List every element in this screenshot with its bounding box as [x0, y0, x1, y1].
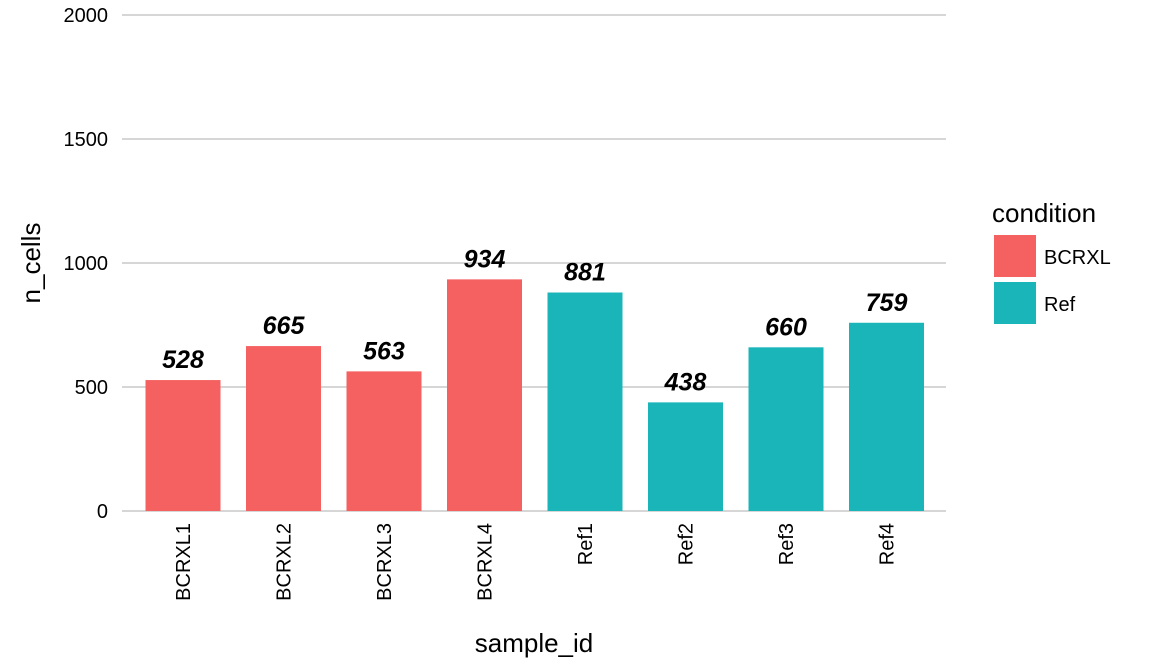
bar-bcrxl1	[145, 380, 221, 511]
bar-bcrxl2	[246, 346, 321, 511]
y-tick-label: 500	[75, 377, 108, 399]
y-tick-label: 0	[97, 501, 108, 523]
legend-title: condition	[992, 198, 1096, 228]
y-axis-title: n_cells	[16, 223, 46, 304]
bar-bcrxl4	[447, 279, 522, 511]
bars	[145, 279, 924, 511]
bar-value-label: 528	[162, 346, 204, 374]
bar-bcrxl3	[346, 371, 422, 511]
bar-ref2	[648, 402, 723, 511]
legend-swatch-bcrxl	[994, 235, 1036, 277]
legend: condition BCRXL Ref	[992, 198, 1111, 324]
legend-swatch-ref	[994, 282, 1036, 324]
bar-value-labels: 528 665 563 934 881 438 660 759	[162, 245, 907, 396]
bar-value-label: 438	[664, 368, 707, 396]
bar-value-label: 660	[765, 313, 807, 341]
y-tick-label: 2000	[64, 5, 109, 27]
legend-label: Ref	[1044, 294, 1076, 316]
y-tick-label: 1000	[64, 253, 109, 275]
legend-label: BCRXL	[1044, 247, 1111, 269]
x-tick-label: Ref1	[575, 523, 597, 565]
x-tick-label: Ref2	[676, 523, 698, 565]
x-tick-label: Ref4	[877, 523, 899, 565]
bar-value-label: 563	[363, 337, 405, 365]
x-axis-ticks: BCRXL1 BCRXL2 BCRXL3 BCRXL4 Ref1 Ref2 Ref3 Ref4	[173, 523, 899, 601]
bar-ref3	[748, 347, 824, 511]
bar-value-label: 881	[564, 259, 606, 287]
x-tick-label: Ref3	[776, 523, 798, 565]
x-tick-label: BCRXL4	[475, 523, 497, 601]
bar-ref1	[547, 292, 623, 511]
bar-value-label: 759	[866, 289, 908, 317]
bar-ref4	[849, 322, 924, 511]
x-tick-label: BCRXL1	[173, 523, 195, 601]
x-axis-title: sample_id	[475, 628, 594, 658]
y-tick-label: 1500	[64, 129, 109, 151]
bar-value-label: 665	[263, 312, 306, 340]
x-tick-label: BCRXL2	[274, 523, 296, 601]
bar-value-label: 934	[464, 245, 506, 273]
y-axis-ticks: 0 500 1000 1500 2000	[64, 5, 109, 523]
x-tick-label: BCRXL3	[374, 523, 396, 601]
